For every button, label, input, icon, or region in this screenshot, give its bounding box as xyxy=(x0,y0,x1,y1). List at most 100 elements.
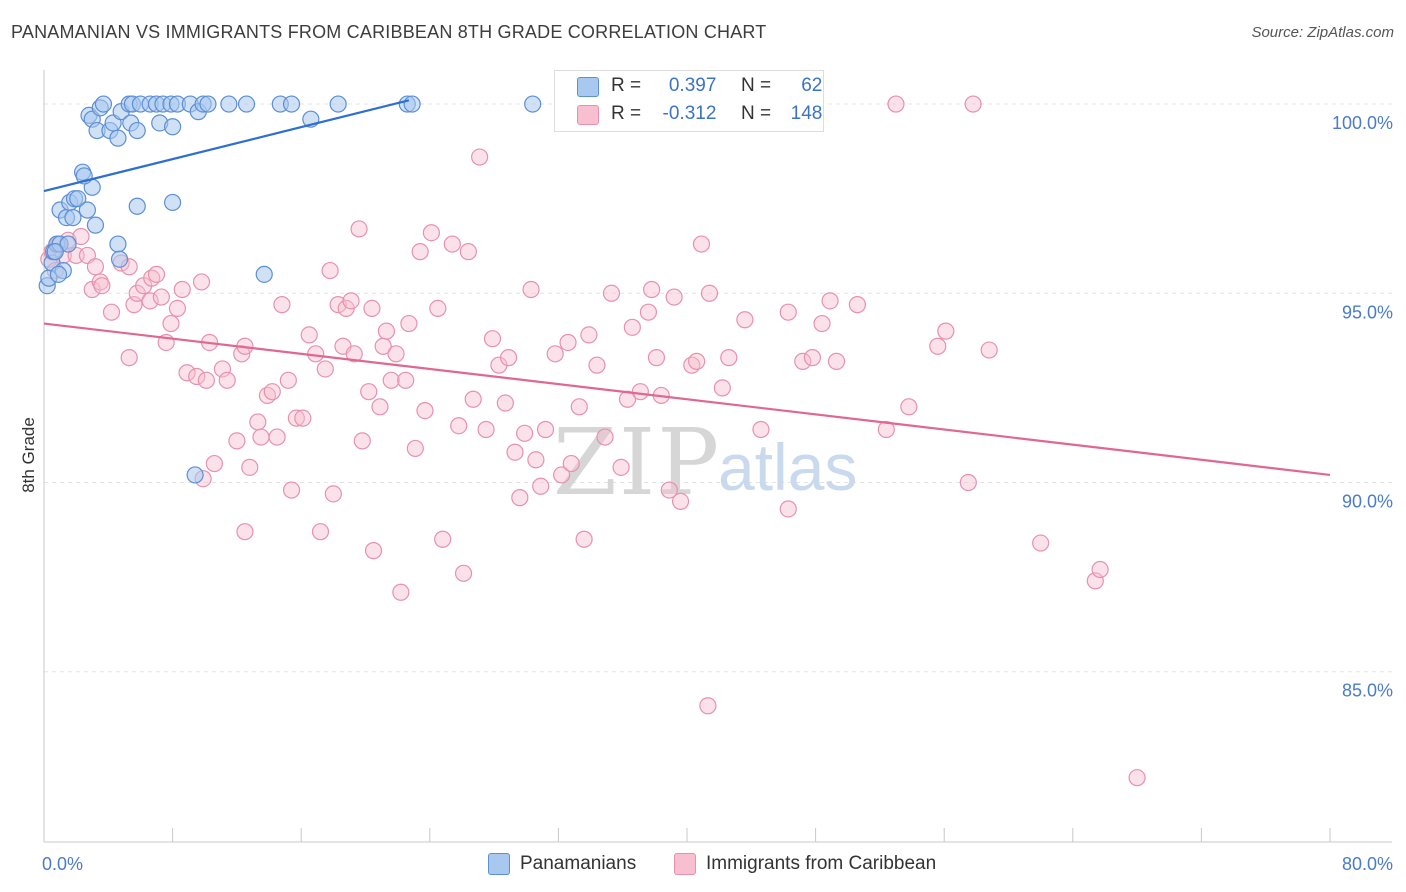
data-point-pink xyxy=(192,273,211,291)
data-point-pink xyxy=(471,148,489,166)
series-legend: Panamanians Immigrants from Caribbean xyxy=(0,852,1406,878)
data-point-pink xyxy=(377,322,395,340)
data-point-pink xyxy=(570,398,588,416)
data-point-pink xyxy=(959,473,977,492)
data-point-blue xyxy=(164,193,182,212)
data-point-pink xyxy=(282,481,301,499)
data-point-pink xyxy=(311,523,330,541)
data-point-pink xyxy=(316,360,334,378)
data-point-pink xyxy=(120,349,138,367)
data-point-pink xyxy=(639,303,658,321)
data-point-pink xyxy=(496,394,514,412)
legend-n-label: N = xyxy=(740,75,772,96)
data-point-pink xyxy=(300,326,318,344)
data-point-pink xyxy=(511,489,529,507)
data-point-pink xyxy=(580,326,598,344)
watermark-atlas: atlas xyxy=(718,430,857,504)
data-point-pink xyxy=(803,349,821,367)
data-point-pink xyxy=(1128,769,1146,787)
data-point-pink xyxy=(779,500,797,518)
data-point-blue xyxy=(237,95,256,113)
data-point-pink xyxy=(671,492,690,511)
data-point-pink xyxy=(964,95,982,113)
x-tick-label: 0.0% xyxy=(42,854,83,874)
data-point-blue xyxy=(220,95,238,113)
data-point-pink xyxy=(527,451,545,469)
data-point-pink xyxy=(102,303,121,321)
data-point-pink xyxy=(692,235,711,253)
legend-swatch-blue xyxy=(488,853,510,875)
data-point-pink xyxy=(643,280,661,299)
data-point-blue xyxy=(524,95,542,113)
data-point-pink xyxy=(937,322,955,340)
data-point-pink xyxy=(588,356,606,374)
data-point-blue xyxy=(329,95,347,113)
data-point-pink xyxy=(147,265,166,283)
watermark-zip: ZIP xyxy=(553,409,721,516)
data-point-blue xyxy=(128,121,146,140)
data-point-pink xyxy=(532,477,550,495)
data-point-pink xyxy=(360,383,378,401)
data-point-pink xyxy=(559,333,577,352)
legend-label-panamanians: Panamanians xyxy=(520,853,637,874)
data-point-pink xyxy=(72,227,90,246)
y-tick-labels: 100.0% 95.0% 90.0% 85.0% xyxy=(1332,113,1393,701)
data-point-pink xyxy=(218,371,236,389)
legend-swatch-pink xyxy=(577,105,599,125)
legend-swatch-pink xyxy=(674,853,696,875)
data-point-blue xyxy=(110,250,129,268)
data-point-pink xyxy=(86,258,105,276)
data-point-pink xyxy=(713,379,731,397)
y-tick-label: 100.0% xyxy=(1332,113,1393,133)
data-point-pink xyxy=(900,398,918,416)
data-point-blue xyxy=(109,129,127,147)
data-point-pink xyxy=(93,277,111,295)
data-point-pink xyxy=(273,296,291,314)
data-point-blue xyxy=(49,265,68,283)
data-point-pink xyxy=(623,318,641,336)
data-point-pink xyxy=(602,284,621,302)
data-point-pink xyxy=(522,280,540,299)
data-point-pink xyxy=(464,390,482,408)
y-tick-label: 95.0% xyxy=(1342,302,1393,322)
data-point-blue xyxy=(255,265,273,283)
data-point-pink xyxy=(406,439,424,458)
data-point-blue xyxy=(128,197,146,215)
data-point-pink xyxy=(141,292,159,310)
data-point-pink xyxy=(392,583,410,601)
correlation-legend: R = 0.397 N = 62 R = -0.312 N = 148 xyxy=(554,70,824,132)
x-tick-label: 80.0% xyxy=(1342,854,1393,874)
legend-n-value: 148 xyxy=(790,103,823,124)
data-point-pink xyxy=(665,288,683,306)
data-point-pink xyxy=(263,383,281,401)
data-point-pink xyxy=(173,280,191,299)
data-point-pink xyxy=(353,432,371,450)
data-point-pink xyxy=(125,296,143,314)
data-point-pink xyxy=(483,330,502,348)
data-point-pink xyxy=(536,420,555,439)
data-point-pink xyxy=(387,345,405,363)
data-point-blue xyxy=(64,208,82,227)
legend-text-blue: R = 0.397 N = 62 xyxy=(611,75,822,97)
data-point-pink xyxy=(363,299,381,318)
legend-label-caribbean: Immigrants from Caribbean xyxy=(706,853,937,874)
data-point-pink xyxy=(350,220,368,238)
data-point-blue xyxy=(59,235,77,253)
data-point-pink xyxy=(1091,560,1109,579)
data-point-pink xyxy=(813,314,831,333)
data-point-pink xyxy=(228,432,246,450)
data-point-pink xyxy=(397,371,415,389)
data-point-pink xyxy=(821,292,839,310)
axes xyxy=(43,70,1392,843)
trend-lines xyxy=(43,99,1331,477)
data-point-pink xyxy=(213,360,232,378)
legend-r-value: -0.312 xyxy=(662,103,717,124)
data-point-pink xyxy=(364,542,383,560)
data-point-pink xyxy=(1086,572,1104,590)
x-tick-labels: 0.0% 80.0% xyxy=(42,854,1393,874)
data-point-pink xyxy=(631,383,649,401)
data-point-pink xyxy=(700,284,719,302)
data-point-pink xyxy=(252,428,270,446)
legend-r-label: R = xyxy=(611,103,642,124)
data-point-pink xyxy=(329,296,347,314)
